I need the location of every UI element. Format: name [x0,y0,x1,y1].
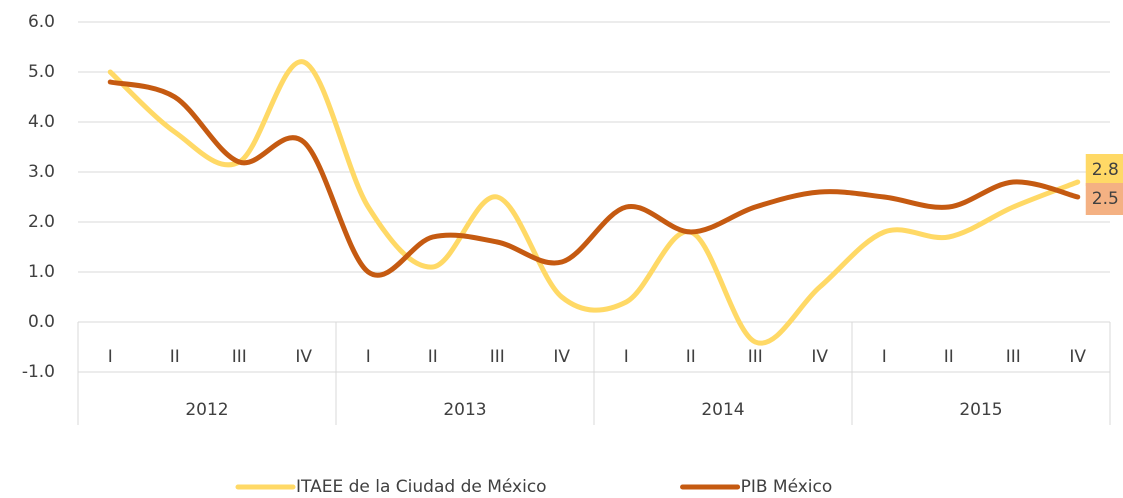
x-tick-label: III [1006,347,1021,367]
data-label: 2.5 [1092,189,1119,209]
x-tick-label: IV [1069,347,1086,367]
group-label: 2013 [443,400,486,420]
y-tick-label: 6.0 [28,12,55,32]
x-tick-label: III [748,347,763,367]
x-tick-label: II [170,347,180,367]
x-tick-label: III [490,347,505,367]
x-tick-label: I [366,347,371,367]
x-tick-label: IV [811,347,828,367]
legend-label: PIB México [741,477,833,497]
data-label-box [1085,154,1123,186]
y-tick-label: 2.0 [28,212,55,232]
x-tick-label: IV [553,347,570,367]
group-label: 2012 [185,400,228,420]
group-label: 2015 [959,400,1002,420]
data-label: 2.8 [1092,160,1119,180]
x-tick-label: II [686,347,696,367]
y-tick-label: 1.0 [28,262,55,282]
series-line [107,59,1081,346]
x-tick-label: I [108,347,113,367]
group-label: 2014 [701,400,744,420]
x-tick-label: II [944,347,954,367]
x-tick-label: III [232,347,247,367]
y-tick-label: 5.0 [28,62,55,82]
y-tick-label: -1.0 [22,362,55,382]
x-tick-label: IV [295,347,312,367]
data-label-box [1085,183,1123,215]
series-line [107,79,1081,278]
x-tick-label: II [428,347,438,367]
legend-label: ITAEE de la Ciudad de México [296,477,547,497]
y-tick-label: 4.0 [28,112,55,132]
y-tick-label: 0.0 [28,312,55,332]
y-tick-label: 3.0 [28,162,55,182]
x-tick-label: I [882,347,887,367]
x-tick-label: I [624,347,629,367]
